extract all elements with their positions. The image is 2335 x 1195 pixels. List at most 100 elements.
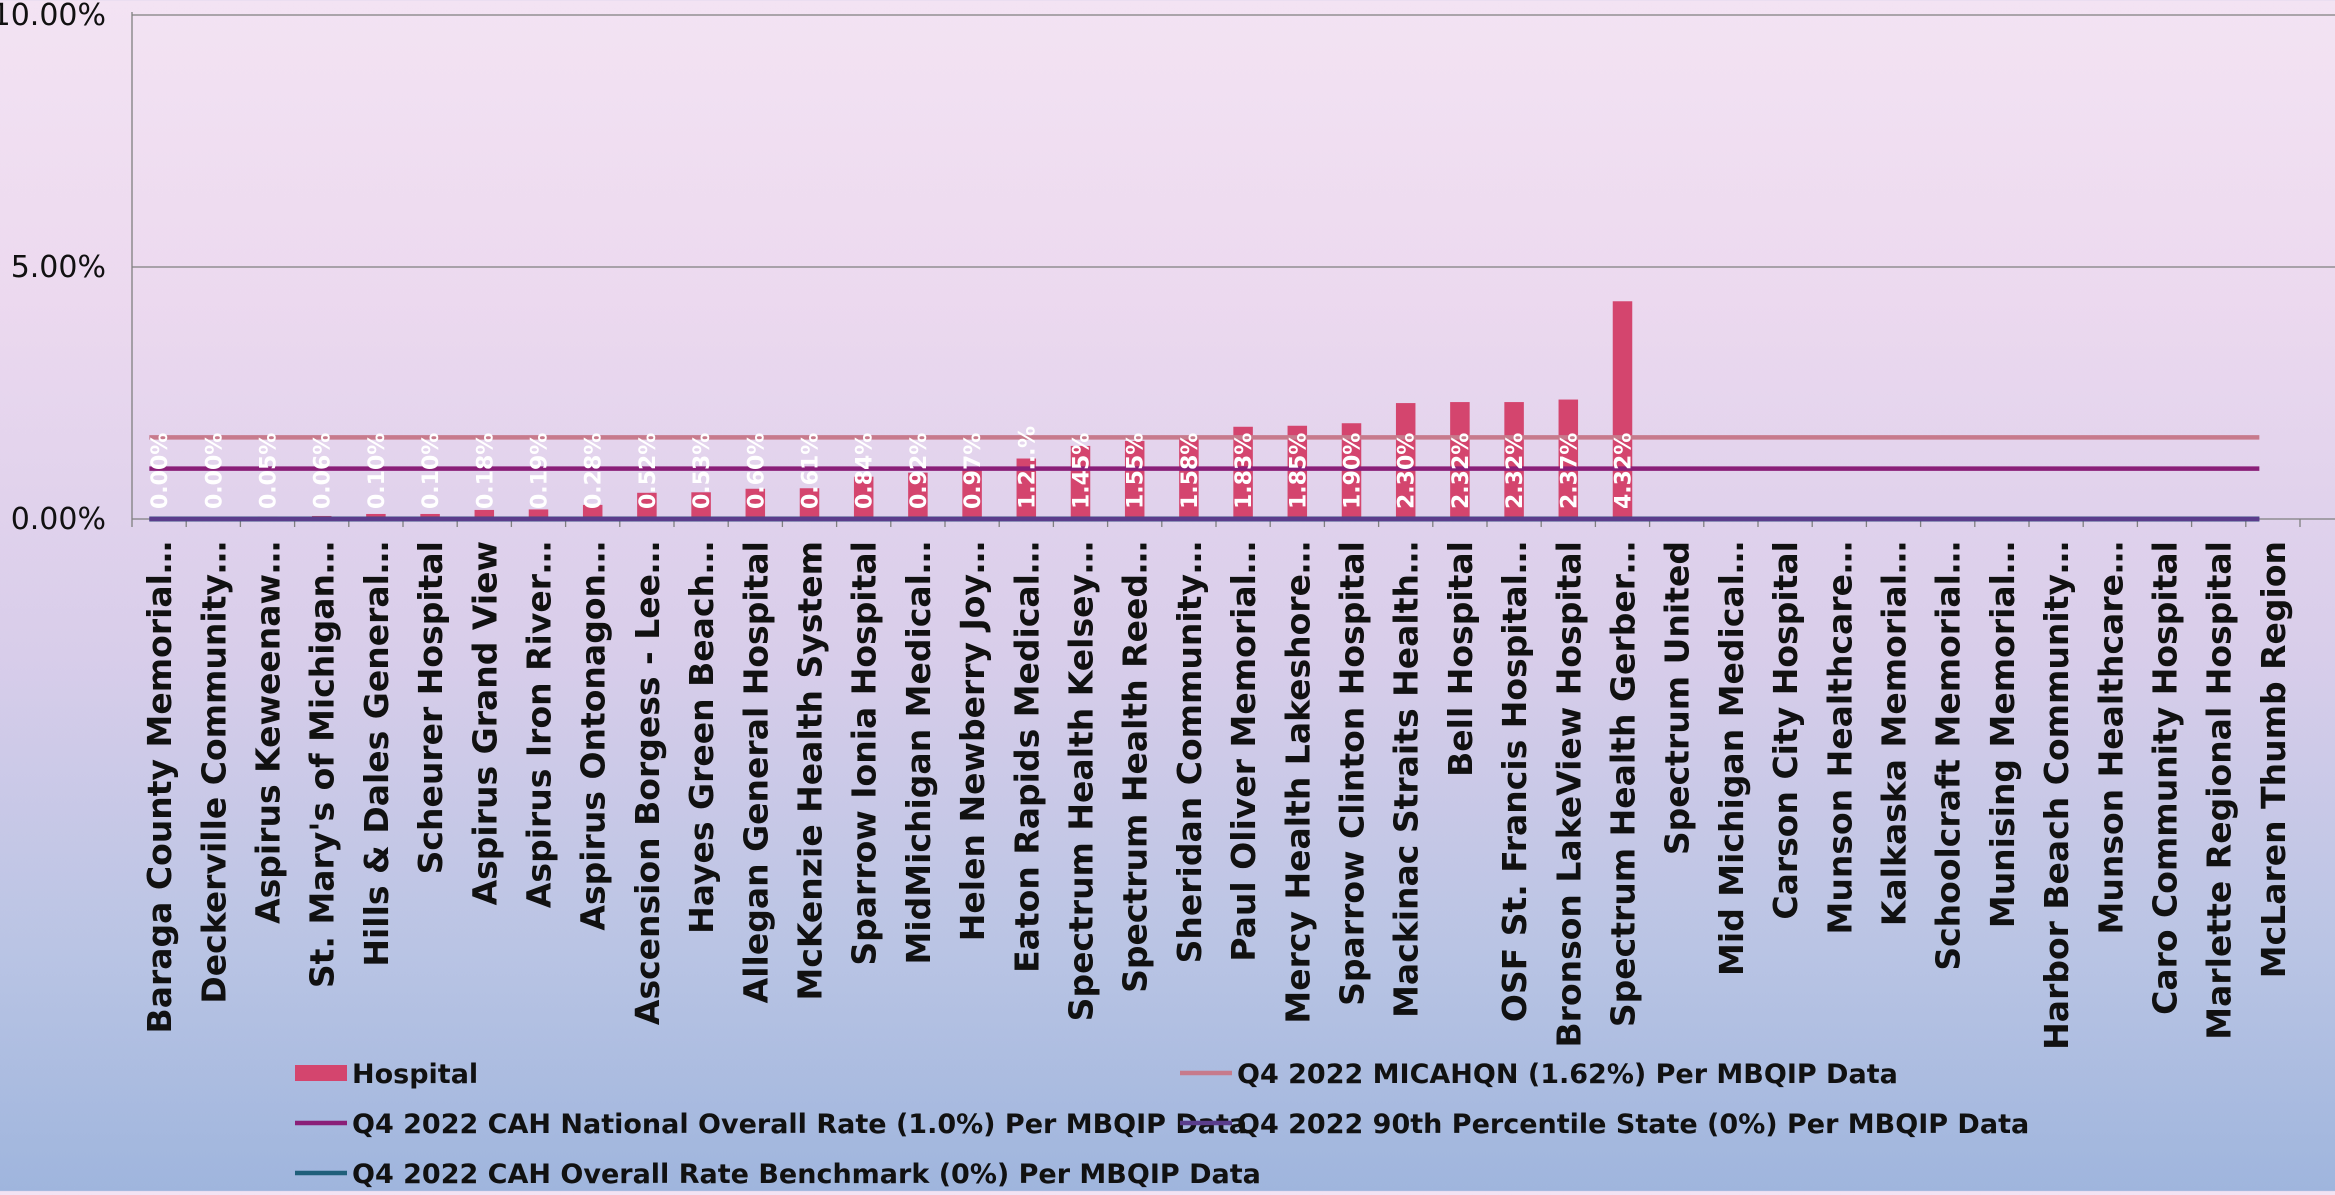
x-category-label: McKenzie Health System [791, 541, 830, 1000]
x-category-label: Carson City Hospital [1766, 541, 1805, 920]
bar [1179, 439, 1199, 519]
x-category-label: Munson Healthcare… [2091, 541, 2130, 934]
data-label: 0.00% [202, 433, 227, 509]
data-label: 1.55% [1124, 433, 1149, 509]
bar [528, 509, 549, 519]
x-category-label: Eaton Rapids Medical… [1007, 541, 1046, 973]
bar [582, 504, 603, 519]
bar [799, 488, 820, 519]
x-category-label: McLaren Thumb Region [2254, 541, 2293, 978]
x-category-label: Bronson LakeView Hospital [1549, 541, 1588, 1047]
legend-label: Q4 2022 MICAHQN (1.62%) Per MBQIP Data [1237, 1059, 1898, 1090]
x-category-label: Kalkaska Memorial… [1875, 541, 1914, 926]
legend-label: Q4 2022 CAH National Overall Rate (1.0%)… [352, 1109, 1247, 1140]
x-category-label: Caro Community Hospital [2146, 541, 2185, 1015]
data-label: 0.52% [636, 433, 661, 509]
x-category-label: Aspirus Keweenaw… [249, 541, 288, 924]
data-labels: 0.00% 0.00% 0.05% 0.06% 0.10% 0.10% 0.18% 0.19%… [148, 426, 1636, 509]
x-category-label: Spectrum United [1658, 541, 1697, 855]
bar [474, 509, 495, 519]
x-category-label: Schoolcraft Memorial… [1929, 541, 1968, 971]
x-category-label: Ascension Borgess - Lee… [628, 541, 667, 1025]
bar [691, 492, 711, 519]
bar [1233, 426, 1253, 519]
data-label: 1.45% [1070, 433, 1095, 509]
data-label: 2.37% [1557, 433, 1582, 509]
bar [1070, 445, 1091, 519]
x-category-label: St. Mary's of Michigan… [303, 541, 342, 988]
data-label: 0.61% [799, 433, 824, 509]
data-label: 2.30% [1395, 433, 1420, 509]
legend-label: Q4 2022 90th Percentile State (0%) Per M… [1237, 1109, 2029, 1140]
data-label: 1.83% [1232, 433, 1257, 509]
legend: Hospital Q4 2022 MICAHQN (1.62%) Per MBQI… [295, 1059, 2029, 1190]
data-label: 0.92% [907, 433, 932, 509]
data-label: 4.32% [1612, 433, 1637, 509]
bar-layer [257, 301, 1633, 519]
legend-label: Hospital [352, 1059, 478, 1090]
y-tick-label: 5.00% [11, 250, 106, 285]
bar [1450, 402, 1470, 519]
x-category-label: Hayes Green Beach… [682, 541, 721, 934]
x-category-label: Baraga County Memorial… [140, 541, 179, 1033]
x-category-label: MidMichigan Medical… [899, 541, 938, 964]
data-label: 0.10% [365, 433, 390, 509]
y-tick-label: 0.00% [11, 502, 106, 537]
x-category-label: Bell Hospital [1441, 541, 1480, 777]
x-category-label: Hills & Dales General… [357, 541, 396, 967]
bar [1124, 440, 1145, 519]
bar [1504, 402, 1524, 519]
legend-swatch [295, 1065, 347, 1081]
x-category-label: Aspirus Grand View [465, 541, 504, 905]
data-label: 1.58% [1178, 433, 1203, 509]
x-category-label: Harbor Beach Community… [2037, 541, 2076, 1050]
data-label: 0.00% [148, 433, 173, 509]
x-category-label: Munising Memorial… [1983, 541, 2022, 928]
x-category-label: Helen Newberry Joy… [953, 541, 992, 941]
data-label: 1.90% [1341, 433, 1366, 509]
x-category-label: Marlette Regional Hospital [2200, 541, 2239, 1040]
bar [366, 513, 386, 519]
y-tick-label: 10.00% [0, 0, 106, 33]
x-category-label: OSF St. Francis Hospital… [1495, 541, 1534, 1022]
bar [908, 472, 928, 519]
x-category-label: Spectrum Health Kelsey… [1062, 541, 1101, 1021]
x-category-label: Aspirus Iron River… [520, 541, 559, 908]
bar [420, 513, 440, 519]
bar [637, 492, 657, 519]
x-category-label: Mid Michigan Medical… [1712, 541, 1751, 976]
x-category-label: Mercy Health Lakeshore… [1278, 541, 1317, 1024]
x-category-label: Aspirus Ontonagon… [574, 541, 613, 931]
data-label: 2.32% [1503, 433, 1528, 509]
x-category-label: Sheridan Community… [1170, 541, 1209, 963]
bar [853, 476, 874, 519]
x-category-label: Munson Healthcare… [1820, 541, 1859, 934]
y-axis-ticks: 0.00% 5.00% 10.00% [0, 0, 106, 537]
x-axis-categories: Baraga County Memorial… Deckerville Commu… [140, 541, 2293, 1050]
x-category-label: Sparrow Ionia Hospital [845, 541, 884, 966]
data-label: 1.2…% [1015, 426, 1040, 509]
x-category-label: Spectrum Health Reed… [1116, 541, 1155, 993]
bar [1558, 399, 1579, 519]
data-label: 0.06% [311, 433, 336, 509]
data-label: 2.32% [1449, 433, 1474, 509]
bar [1341, 423, 1362, 519]
x-category-label: Allegan General Hospital [736, 541, 775, 1003]
data-label: 0.28% [582, 433, 607, 509]
bar [962, 470, 982, 519]
data-label: 0.97% [961, 433, 986, 509]
x-category-label: Sparrow Clinton Hospital [1333, 541, 1372, 1006]
bar [1612, 301, 1633, 519]
data-label: 0.84% [853, 433, 878, 509]
legend-label: Q4 2022 CAH Overall Rate Benchmark (0%) … [352, 1159, 1261, 1190]
bar [1395, 403, 1416, 519]
data-label: 0.18% [473, 433, 498, 509]
data-label: 1.85% [1286, 433, 1311, 509]
data-label: 0.53% [690, 433, 715, 509]
data-label: 0.10% [419, 433, 444, 509]
data-label: 0.19% [528, 433, 553, 509]
bar [745, 488, 766, 519]
bar [1016, 458, 1037, 519]
